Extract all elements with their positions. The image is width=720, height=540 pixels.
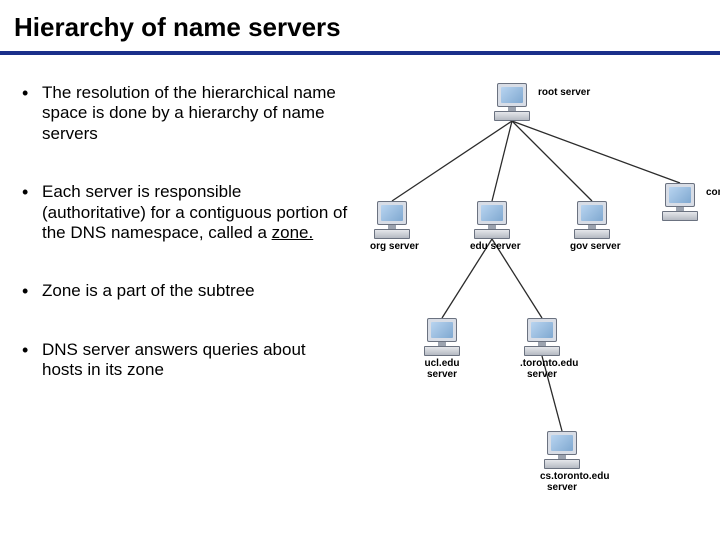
- hierarchy-diagram: root server org server edu server gov serve…: [350, 83, 710, 513]
- server-label: ucl.edu server: [420, 358, 464, 380]
- server-node-org: org server: [370, 201, 414, 252]
- page-title: Hierarchy of name servers: [0, 0, 720, 49]
- server-icon: [520, 318, 564, 356]
- server-icon: [490, 83, 534, 121]
- server-icon: [370, 201, 414, 239]
- bullet-item: Zone is a part of the subtree: [20, 281, 350, 301]
- content-area: The resolution of the hierarchical name …: [0, 55, 720, 523]
- server-label: com server: [706, 187, 720, 198]
- bullet-item: Each server is responsible (authoritativ…: [20, 182, 350, 243]
- server-icon: [570, 201, 614, 239]
- server-label: org server: [370, 241, 414, 252]
- server-icon: [470, 201, 514, 239]
- bullet-item: The resolution of the hierarchical name …: [20, 83, 350, 144]
- server-label: root server: [538, 87, 590, 98]
- server-node-ucl: ucl.edu server: [420, 318, 464, 380]
- diagram-edges: [350, 83, 710, 513]
- server-node-com: com server: [658, 183, 702, 221]
- zone-underline: zone.: [272, 223, 314, 242]
- bullet-item: DNS server answers queries about hosts i…: [20, 340, 350, 381]
- server-node-gov: gov server: [570, 201, 614, 252]
- server-icon: [540, 431, 584, 469]
- server-label: .toronto.edu server: [520, 358, 564, 380]
- server-node-cstor: cs.toronto.edu server: [540, 431, 584, 493]
- server-label: edu server: [470, 241, 514, 252]
- server-node-edu: edu server: [470, 201, 514, 252]
- server-label: gov server: [570, 241, 614, 252]
- bullet-list: The resolution of the hierarchical name …: [20, 83, 350, 513]
- server-icon: [420, 318, 464, 356]
- server-node-tor: .toronto.edu server: [520, 318, 564, 380]
- server-label: cs.toronto.edu server: [540, 471, 584, 493]
- server-node-root: root server: [490, 83, 534, 121]
- server-icon: [658, 183, 702, 221]
